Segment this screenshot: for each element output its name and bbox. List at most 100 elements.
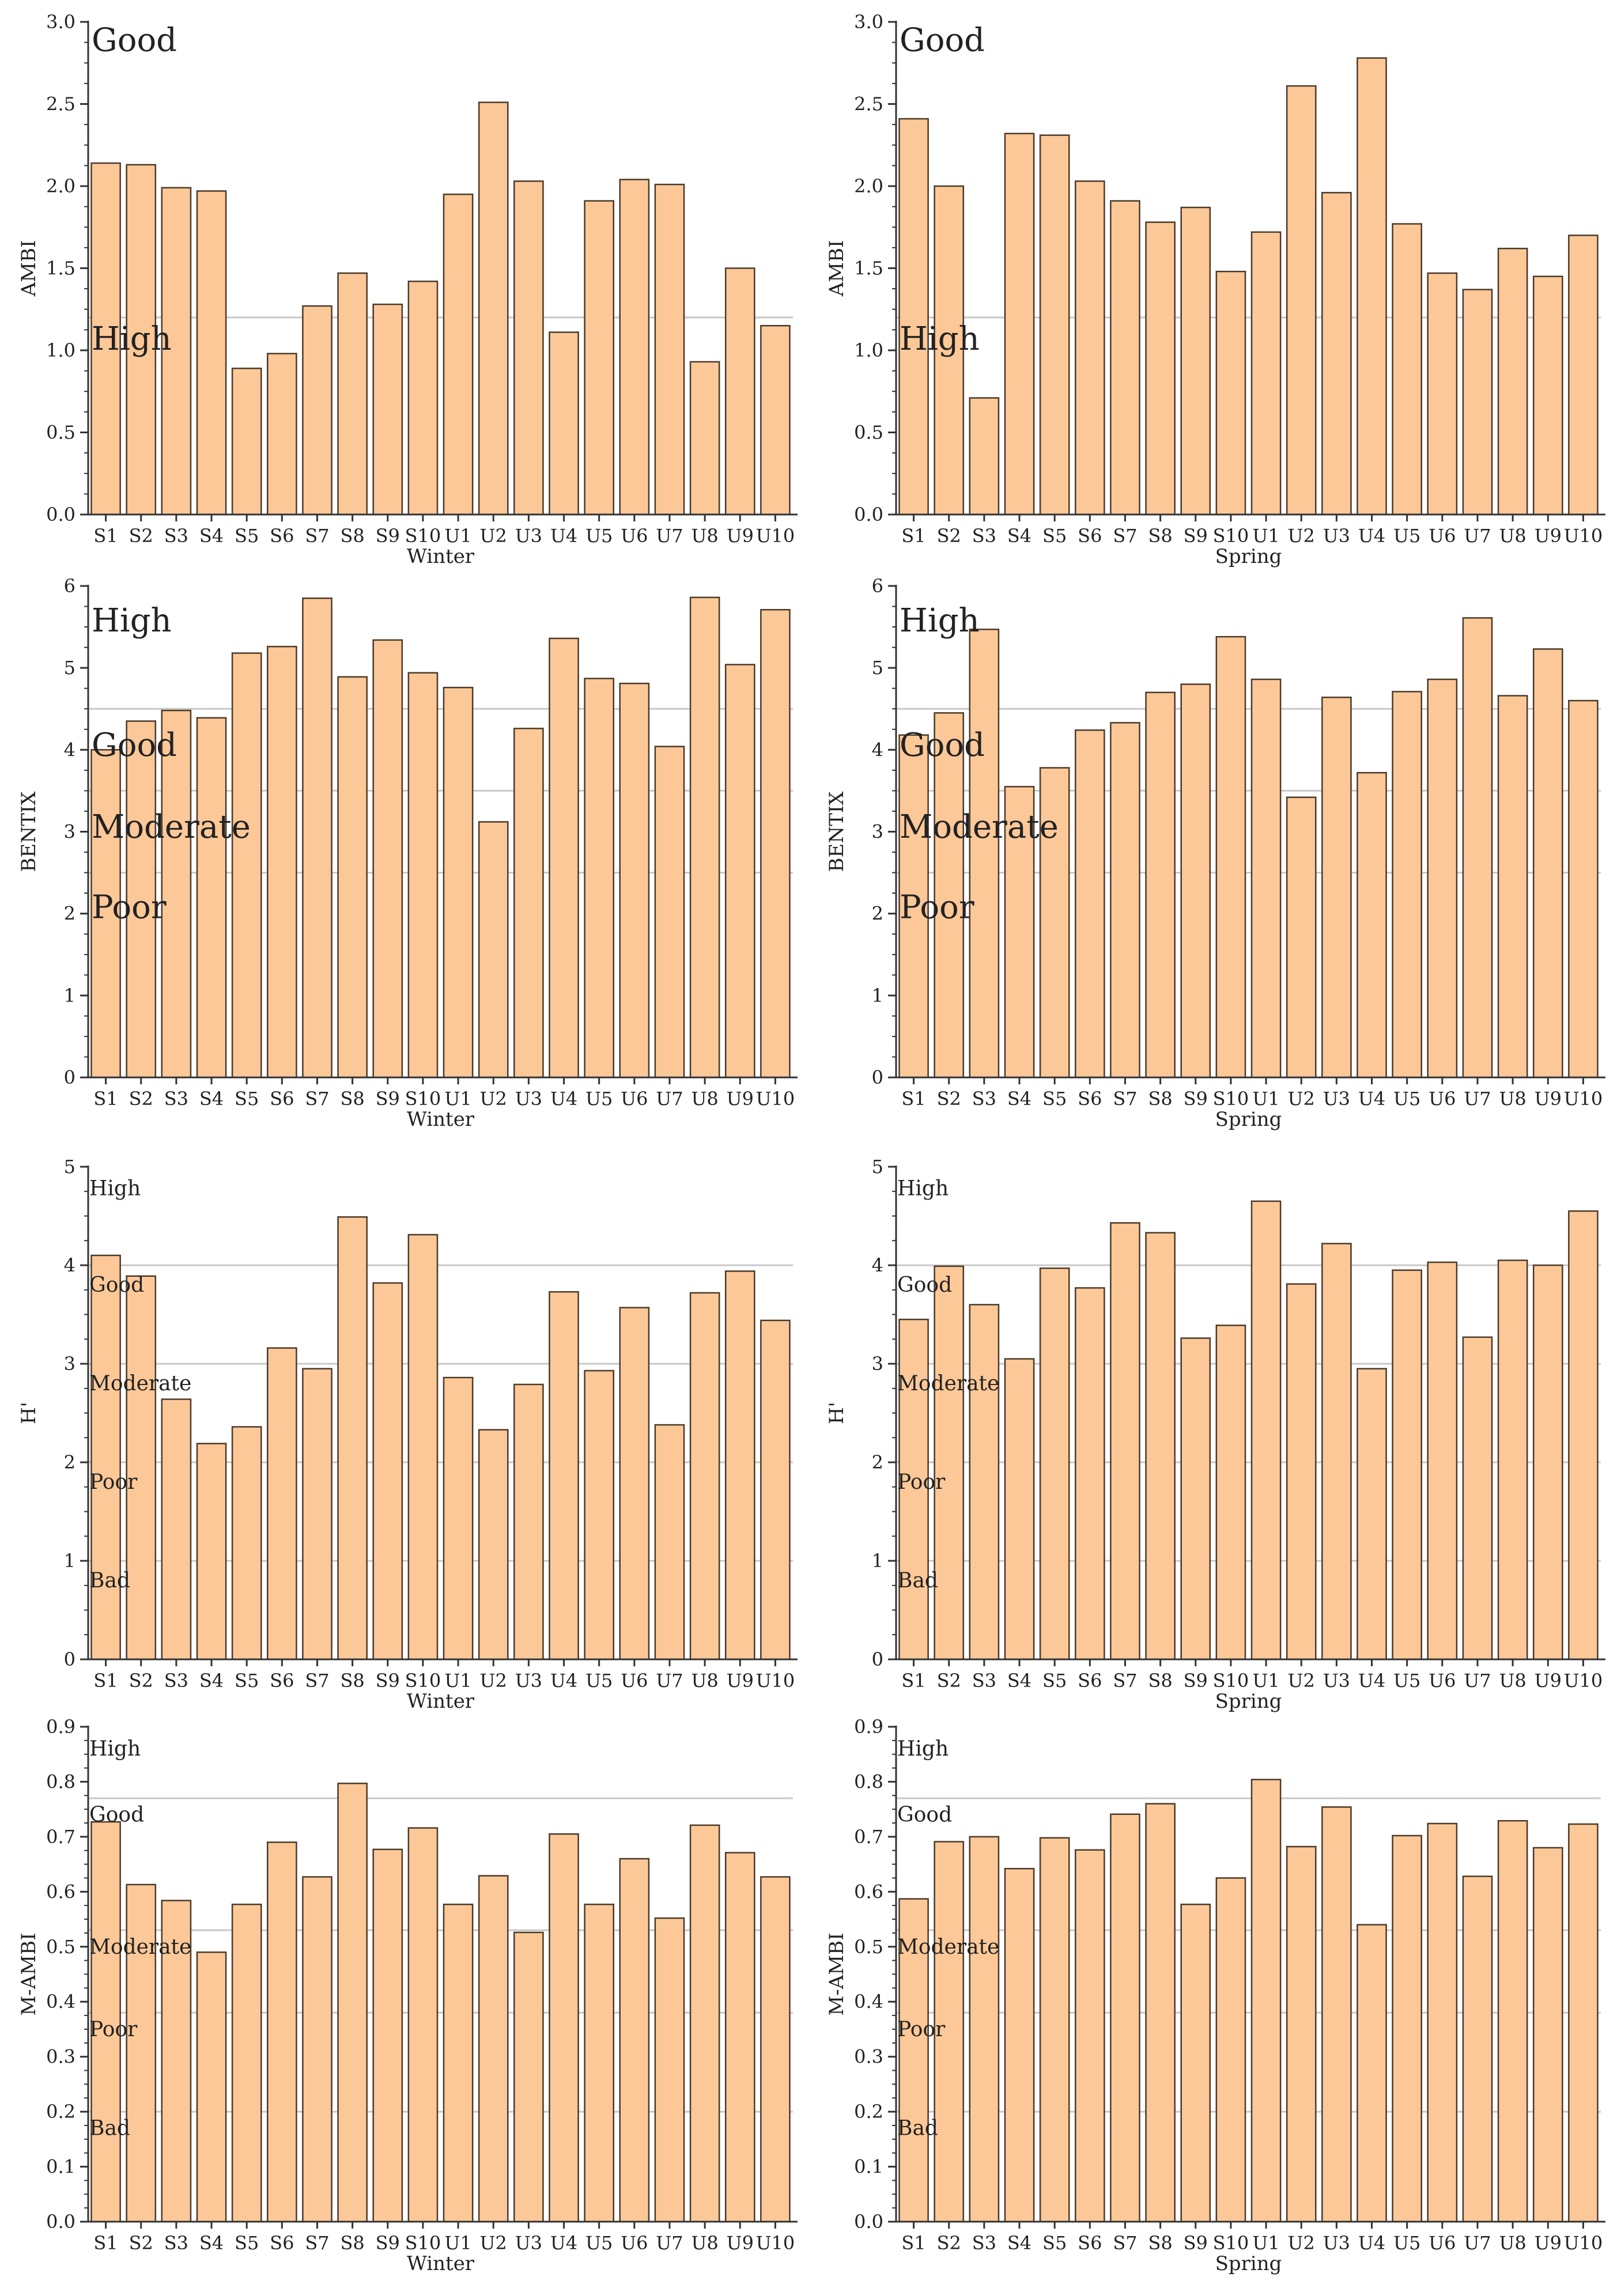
bar-S1 — [90, 749, 121, 1079]
x-tick-label: S8 — [340, 1088, 364, 1110]
y-tick-label: 1.5 — [46, 258, 75, 279]
x-tick-label: U10 — [756, 525, 795, 547]
bar-S7 — [302, 1876, 332, 2223]
x-tick-label: U3 — [1323, 525, 1350, 547]
quality-band-label: Bad — [89, 2117, 130, 2140]
x-tick-label: S5 — [1042, 1670, 1067, 1692]
x-tick-label: S1 — [901, 1088, 925, 1110]
x-tick-label: U2 — [480, 1088, 507, 1110]
quality-band-label: Moderate — [89, 1372, 191, 1395]
bar-S6 — [267, 1841, 297, 2223]
bar-S3 — [161, 1900, 192, 2223]
bar-U9 — [1532, 275, 1563, 516]
x-tick-label: S7 — [1113, 525, 1137, 547]
x-tick-label: U3 — [515, 1670, 542, 1692]
y-tick-label: 3.0 — [46, 11, 75, 33]
x-tick-label: U1 — [1252, 1670, 1279, 1692]
y-tick-label: 2.5 — [46, 93, 75, 115]
x-tick-label: U1 — [1252, 525, 1279, 547]
bar-U4 — [1356, 771, 1387, 1079]
quality-band-label: Poor — [900, 888, 974, 926]
y-tick-label: 6 — [64, 575, 75, 597]
y-axis-title: H' — [17, 1402, 40, 1424]
bar-S6 — [1075, 1849, 1105, 2223]
bar-U7 — [1462, 1875, 1493, 2223]
x-tick-label: U3 — [515, 525, 542, 547]
quality-band-label: Moderate — [92, 808, 251, 846]
x-tick-label: S1 — [901, 2232, 925, 2254]
x-tick-label: S6 — [1078, 525, 1102, 547]
x-tick-label: S2 — [129, 2232, 153, 2254]
bar-S2 — [934, 185, 965, 516]
bar-U10 — [760, 1876, 791, 2223]
y-tick-label: 0.7 — [854, 1826, 883, 1848]
bar-U7 — [654, 746, 685, 1079]
bar-S10 — [407, 1234, 439, 1660]
chart-panel-mambi-winter: 0.0 0.1 0.2 0.3 0.4 0.5 0.6 0.7 0.8 0.9 S1 S2 S3 S4 S5… — [17, 1716, 798, 2275]
x-tick-label: U10 — [756, 1088, 795, 1110]
bar-S6 — [1075, 1287, 1105, 1660]
bar-S6 — [267, 645, 297, 1079]
x-tick-label: S4 — [1007, 1670, 1031, 1692]
x-tick-label: U4 — [1358, 525, 1385, 547]
x-tick-label: S4 — [199, 1088, 224, 1110]
quality-band-label: Moderate — [900, 808, 1059, 846]
bar-S9 — [372, 639, 403, 1079]
quality-band-label: Moderate — [897, 1372, 999, 1395]
x-tick-label: S1 — [901, 525, 925, 547]
bar-S10 — [1215, 1877, 1246, 2223]
bar-U9 — [1532, 1264, 1563, 1660]
x-tick-label: S9 — [376, 1088, 400, 1110]
x-tick-label: U4 — [1358, 1088, 1385, 1110]
y-tick-label: 0.5 — [854, 1936, 883, 1958]
x-tick-label: U8 — [691, 525, 718, 547]
x-tick-label: U5 — [585, 1088, 613, 1110]
x-tick-label: U6 — [621, 525, 648, 547]
y-tick-label: 0.2 — [854, 2101, 883, 2123]
y-tick-label: 2 — [872, 903, 883, 925]
x-tick-label: U6 — [621, 1670, 648, 1692]
x-tick-label: U6 — [1429, 525, 1456, 547]
y-axis-title: M-AMBI — [17, 1932, 40, 2015]
x-tick-label: U2 — [1288, 525, 1315, 547]
x-tick-label: S9 — [1184, 2232, 1208, 2254]
bar-U6 — [1427, 1822, 1458, 2223]
x-tick-label: U2 — [480, 2232, 507, 2254]
quality-band-label: Poor — [897, 1470, 946, 1494]
bar-U5 — [584, 678, 614, 1079]
bar-U4 — [549, 637, 579, 1079]
x-tick-label: S10 — [405, 525, 441, 547]
bar-S4 — [1004, 786, 1035, 1079]
x-tick-label: U10 — [1564, 1088, 1603, 1110]
x-tick-label: U5 — [1393, 2232, 1420, 2254]
y-tick-label: 4 — [872, 739, 883, 761]
bar-U9 — [724, 1852, 755, 2223]
y-axis-title: AMBI — [825, 240, 848, 297]
x-tick-label: S5 — [235, 1670, 259, 1692]
quality-band-label: Bad — [89, 1569, 130, 1593]
bar-U10 — [1568, 699, 1599, 1079]
x-tick-label: U3 — [1323, 1088, 1350, 1110]
y-tick-label: 0.4 — [854, 1991, 883, 2013]
x-axis-title: Winter — [407, 1108, 475, 1131]
bar-U8 — [689, 361, 720, 516]
bar-S3 — [969, 1304, 1000, 1660]
y-tick-label: 4 — [64, 1254, 75, 1276]
y-tick-label: 0.3 — [854, 2046, 883, 2068]
x-tick-label: S9 — [1184, 1670, 1208, 1692]
x-tick-label: U2 — [1288, 1088, 1315, 1110]
x-tick-label: U7 — [1464, 1670, 1491, 1692]
y-tick-label: 1.0 — [46, 339, 75, 361]
bar-U2 — [478, 1875, 509, 2223]
x-tick-label: S4 — [1007, 2232, 1031, 2254]
bar-S2 — [934, 712, 965, 1079]
x-tick-label: S5 — [235, 525, 259, 547]
bar-S4 — [1004, 1358, 1035, 1660]
y-tick-label: 0.5 — [854, 422, 883, 444]
bar-S9 — [372, 1282, 403, 1660]
x-tick-label: U2 — [1288, 1670, 1315, 1692]
bar-S8 — [337, 676, 368, 1079]
bar-S5 — [231, 1426, 262, 1660]
x-tick-label: U2 — [1288, 2232, 1315, 2254]
y-tick-label: 0.0 — [854, 2211, 883, 2233]
